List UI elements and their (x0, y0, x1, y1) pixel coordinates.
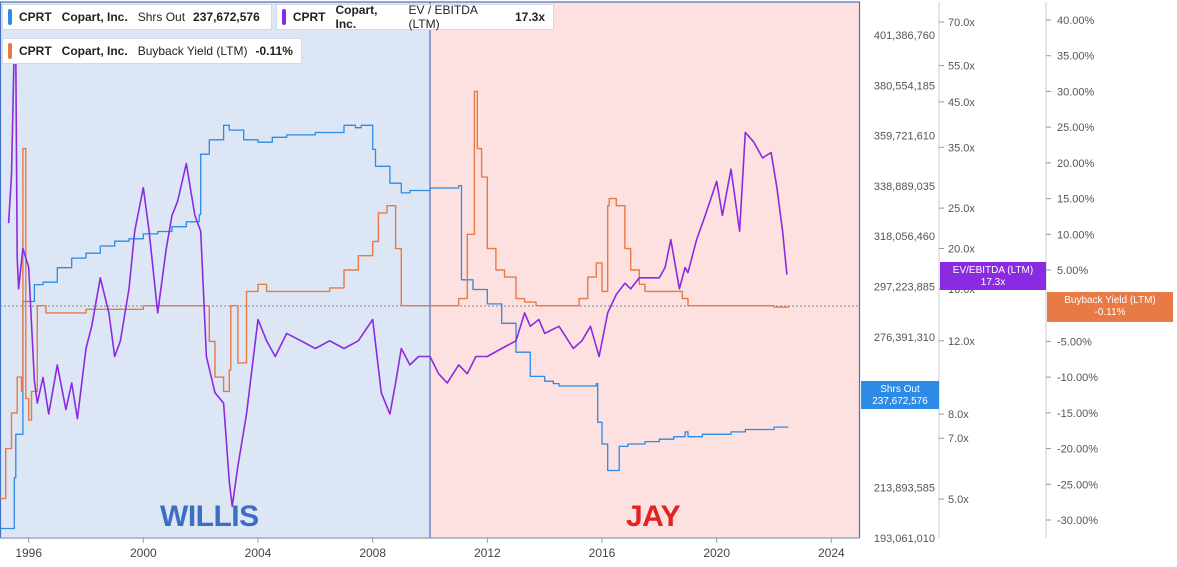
legend-metric: EV / EBITDA (LTM) (408, 3, 478, 31)
legend-company: Copart, Inc. (61, 44, 128, 58)
background-regions (0, 1, 861, 539)
x-tick-label: 1996 (15, 546, 42, 560)
shares-value-tag: Shrs Out 237,672,576 (861, 381, 939, 409)
ev-tick-label: 70.0x (948, 17, 975, 29)
region-label-willis: WILLIS (160, 500, 259, 533)
legend-swatch-ev (282, 9, 286, 25)
ev-tick-label: 20.0x (948, 243, 975, 255)
region-label-jay: JAY (626, 500, 681, 533)
buyback-tick-label: -20.00% (1057, 444, 1098, 456)
region-willis (0, 2, 430, 538)
tag-title: Shrs Out (880, 384, 920, 395)
ev-tick-label: 45.0x (948, 97, 975, 109)
legend-metric: Buyback Yield (LTM) (137, 44, 248, 58)
shares-tick-label: 297,223,885 (874, 282, 935, 294)
x-tick-label: 2024 (818, 546, 845, 560)
x-tick-label: 2016 (589, 546, 616, 560)
series-lines (0, 43, 789, 530)
x-tick-label: 2004 (245, 546, 272, 560)
legend-ticker: CPRT (19, 10, 52, 24)
legend-ticker: CPRT (292, 10, 326, 24)
shares-tick-label: 193,061,010 (874, 533, 935, 545)
shares-tick-label: 359,721,610 (874, 131, 935, 143)
buyback-value-tag: Buyback Yield (LTM) -0.11% (1047, 292, 1173, 322)
shares-tick-label: 338,889,035 (874, 181, 935, 193)
ev-tick-label: 5.0x (948, 494, 969, 506)
x-axis: 1996 2000 2004 2008 2012 2016 2020 2024 (0, 537, 860, 560)
legend-swatch-shares (8, 9, 12, 25)
legend-ticker: CPRT (19, 44, 52, 58)
buyback-tick-label: 30.00% (1057, 86, 1095, 98)
shares-out-axis: 401,386,760 380,554,185 359,721,610 338,889… (874, 30, 935, 545)
ev-tick-label: 7.0x (948, 433, 969, 445)
buyback-tick-label: -25.00% (1057, 479, 1098, 491)
legend-company: Copart, Inc. (335, 3, 378, 31)
shares-tick-label: 213,893,585 (874, 483, 935, 495)
buyback-tick-label: 35.00% (1057, 51, 1095, 63)
x-tick-label: 2020 (703, 546, 730, 560)
shares-tick-label: 276,391,310 (874, 332, 935, 344)
ev-value-tag: EV/EBITDA (LTM) 17.3x (940, 262, 1046, 290)
buyback-yield-axis: 40.00% 35.00% 30.00% 25.00% 20.00% 15.00% 10.0… (1045, 2, 1098, 538)
series-buyback-line (0, 90, 789, 500)
ev-tick-label: 12.0x (948, 336, 975, 348)
ev-tick-label: 35.0x (948, 142, 975, 154)
ev-tick-label: 55.0x (948, 61, 975, 73)
x-tick-label: 2008 (359, 546, 386, 560)
tag-value: -0.11% (1094, 307, 1126, 318)
legend-swatch-buyback (8, 43, 12, 59)
tag-title: Buyback Yield (LTM) (1064, 295, 1156, 306)
buyback-tick-label: 20.00% (1057, 158, 1095, 170)
buyback-tick-label: -30.00% (1057, 515, 1098, 527)
legend-ev-ebitda[interactable]: CPRT Copart, Inc. EV / EBITDA (LTM) 17.3… (276, 3, 554, 31)
legend-buyback[interactable]: CPRT Copart, Inc. Buyback Yield (LTM) -0… (2, 38, 302, 64)
legend-company: Copart, Inc. (61, 10, 128, 24)
buyback-tick-label: -5.00% (1057, 336, 1092, 348)
series-shares-line (0, 124, 789, 530)
series-ev-line (7, 43, 788, 508)
x-tick-label: 2012 (474, 546, 501, 560)
ev-tick-label: 8.0x (948, 409, 969, 421)
shares-tick-label: 318,056,460 (874, 231, 935, 243)
buyback-tick-label: 15.00% (1057, 194, 1095, 206)
buyback-tick-label: -10.00% (1057, 372, 1098, 384)
buyback-tick-label: -15.00% (1057, 408, 1098, 420)
tag-value: 237,672,576 (872, 396, 928, 407)
buyback-tick-label: 25.00% (1057, 122, 1095, 134)
ev-tick-label: 25.0x (948, 203, 975, 215)
region-jay (430, 2, 860, 538)
tag-value: 17.3x (980, 277, 1006, 288)
ev-ebitda-axis: 70.0x55.0x45.0x35.0x25.0x20.0x16.0x12.0x… (938, 2, 975, 538)
tag-title: EV/EBITDA (LTM) (952, 265, 1034, 276)
legend-metric: Shrs Out (137, 10, 186, 24)
x-tick-label: 2000 (130, 546, 157, 560)
shares-tick-label: 380,554,185 (874, 80, 935, 92)
legend-value: 17.3x (514, 10, 545, 24)
legend-shares[interactable]: CPRT Copart, Inc. Shrs Out 237,672,576 (2, 4, 272, 30)
legend-value: -0.11% (255, 44, 293, 58)
buyback-tick-label: 40.00% (1057, 15, 1095, 27)
buyback-tick-label: 5.00% (1057, 265, 1088, 277)
buyback-tick-label: 10.00% (1057, 229, 1095, 241)
legend-value: 237,672,576 (193, 10, 260, 24)
shares-tick-label: 401,386,760 (874, 30, 935, 42)
